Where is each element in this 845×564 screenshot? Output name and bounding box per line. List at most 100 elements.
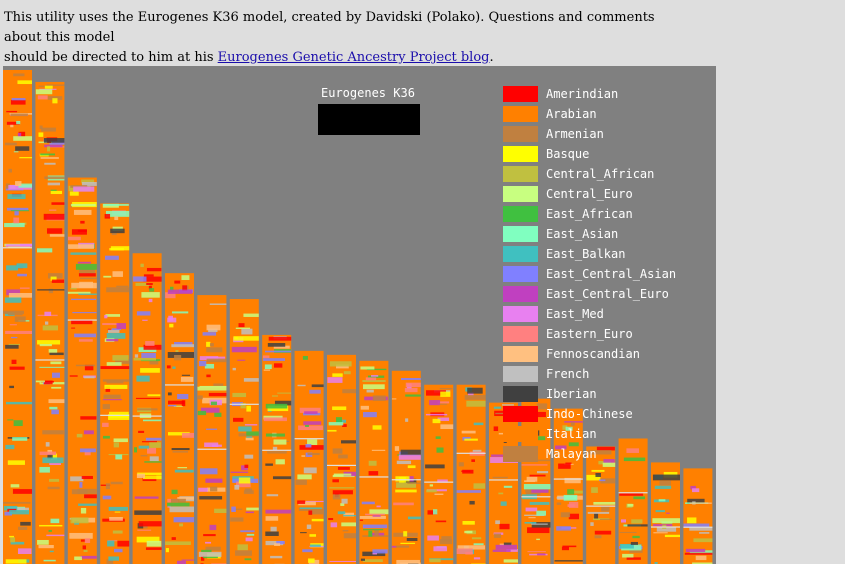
centromere-line xyxy=(456,452,486,454)
admixture-segment xyxy=(695,555,707,561)
admixture-segment xyxy=(594,513,599,519)
admixture-segment xyxy=(44,162,56,165)
admixture-segment xyxy=(45,442,50,447)
legend-label: East_Central_Euro xyxy=(546,287,669,301)
admixture-segment xyxy=(563,494,578,501)
centromere-line xyxy=(521,496,551,498)
admixture-segment xyxy=(302,549,313,553)
legend-label: Basque xyxy=(546,147,590,161)
admixture-segment xyxy=(170,498,186,503)
legend-swatch xyxy=(503,446,538,462)
admixture-segment xyxy=(337,466,350,470)
admixture-segment xyxy=(12,437,28,441)
admixture-segment xyxy=(666,512,670,514)
chromosome-6 xyxy=(165,273,194,564)
admixture-segment xyxy=(562,545,577,548)
admixture-segment xyxy=(9,324,17,326)
admixture-segment xyxy=(652,518,680,524)
legend-label: East_Balkan xyxy=(546,247,626,261)
admixture-segment xyxy=(10,541,25,545)
admixture-segment xyxy=(244,558,252,561)
admixture-segment xyxy=(77,488,97,494)
legend-item: Arabian xyxy=(503,105,716,123)
admixture-segment xyxy=(275,459,285,465)
admixture-segment xyxy=(51,409,59,415)
admixture-segment xyxy=(37,340,61,345)
admixture-segment xyxy=(7,314,23,316)
admixture-segment xyxy=(37,539,49,545)
admixture-segment xyxy=(564,421,583,423)
admixture-segment xyxy=(79,269,96,275)
admixture-segment xyxy=(523,484,551,490)
admixture-segment xyxy=(263,358,285,361)
admixture-segment xyxy=(136,311,151,316)
admixture-segment xyxy=(51,279,65,283)
admixture-segment xyxy=(206,347,223,353)
admixture-segment xyxy=(343,512,355,517)
admixture-segment xyxy=(232,392,247,398)
admixture-segment xyxy=(210,401,217,406)
admixture-segment xyxy=(236,481,251,488)
admixture-segment xyxy=(343,371,351,375)
admixture-segment xyxy=(343,515,356,517)
admixture-segment xyxy=(360,366,375,370)
admixture-segment xyxy=(456,548,473,555)
legend-label: Central_Euro xyxy=(546,187,633,201)
admixture-segment xyxy=(503,485,513,488)
admixture-segment xyxy=(429,484,434,487)
admixture-segment xyxy=(654,485,672,489)
title-black-box xyxy=(318,104,420,135)
admixture-segment xyxy=(174,469,194,473)
admixture-segment xyxy=(197,410,207,416)
admixture-segment xyxy=(198,360,207,367)
admixture-segment xyxy=(332,490,353,495)
admixture-segment xyxy=(393,502,414,506)
admixture-segment xyxy=(231,506,236,512)
admixture-segment xyxy=(233,417,244,422)
admixture-segment xyxy=(202,556,218,559)
legend-label: East_Central_Asian xyxy=(546,267,677,281)
admixture-segment xyxy=(329,560,356,563)
admixture-segment xyxy=(368,460,377,466)
admixture-segment xyxy=(458,462,464,467)
admixture-segment xyxy=(246,436,253,438)
admixture-segment xyxy=(360,405,369,410)
legend-swatch xyxy=(503,166,538,182)
legend-swatch xyxy=(503,286,538,302)
admixture-segment xyxy=(396,559,420,564)
admixture-segment xyxy=(116,323,126,330)
admixture-segment xyxy=(35,380,45,383)
admixture-segment xyxy=(537,436,546,441)
admixture-segment xyxy=(38,132,44,137)
admixture-segment xyxy=(44,311,52,316)
admixture-segment xyxy=(138,430,145,433)
admixture-segment xyxy=(664,534,680,538)
admixture-segment xyxy=(525,492,541,496)
admixture-segment xyxy=(330,522,338,528)
admixture-segment xyxy=(245,511,254,514)
blog-link[interactable]: Eurogenes Genetic Ancestry Project blog xyxy=(217,50,490,65)
admixture-segment xyxy=(19,157,32,159)
admixture-segment xyxy=(306,524,312,529)
legend-swatch xyxy=(503,246,538,262)
admixture-segment xyxy=(407,482,421,484)
admixture-segment xyxy=(76,433,83,438)
admixture-segment xyxy=(50,518,60,524)
admixture-segment xyxy=(493,533,502,538)
admixture-segment xyxy=(49,352,64,356)
legend-swatch xyxy=(503,326,538,342)
admixture-segment xyxy=(72,312,97,314)
admixture-segment xyxy=(310,544,321,547)
admixture-segment xyxy=(632,535,640,539)
admixture-segment xyxy=(363,529,384,531)
admixture-segment xyxy=(564,477,581,484)
admixture-segment xyxy=(263,417,287,422)
admixture-segment xyxy=(4,142,17,146)
admixture-segment xyxy=(165,541,191,545)
admixture-segment xyxy=(366,368,387,371)
admixture-segment xyxy=(106,287,130,293)
chromosome-12 xyxy=(359,360,389,564)
legend-swatch xyxy=(503,426,538,442)
admixture-segment xyxy=(68,236,81,241)
centromere-line xyxy=(683,526,713,528)
